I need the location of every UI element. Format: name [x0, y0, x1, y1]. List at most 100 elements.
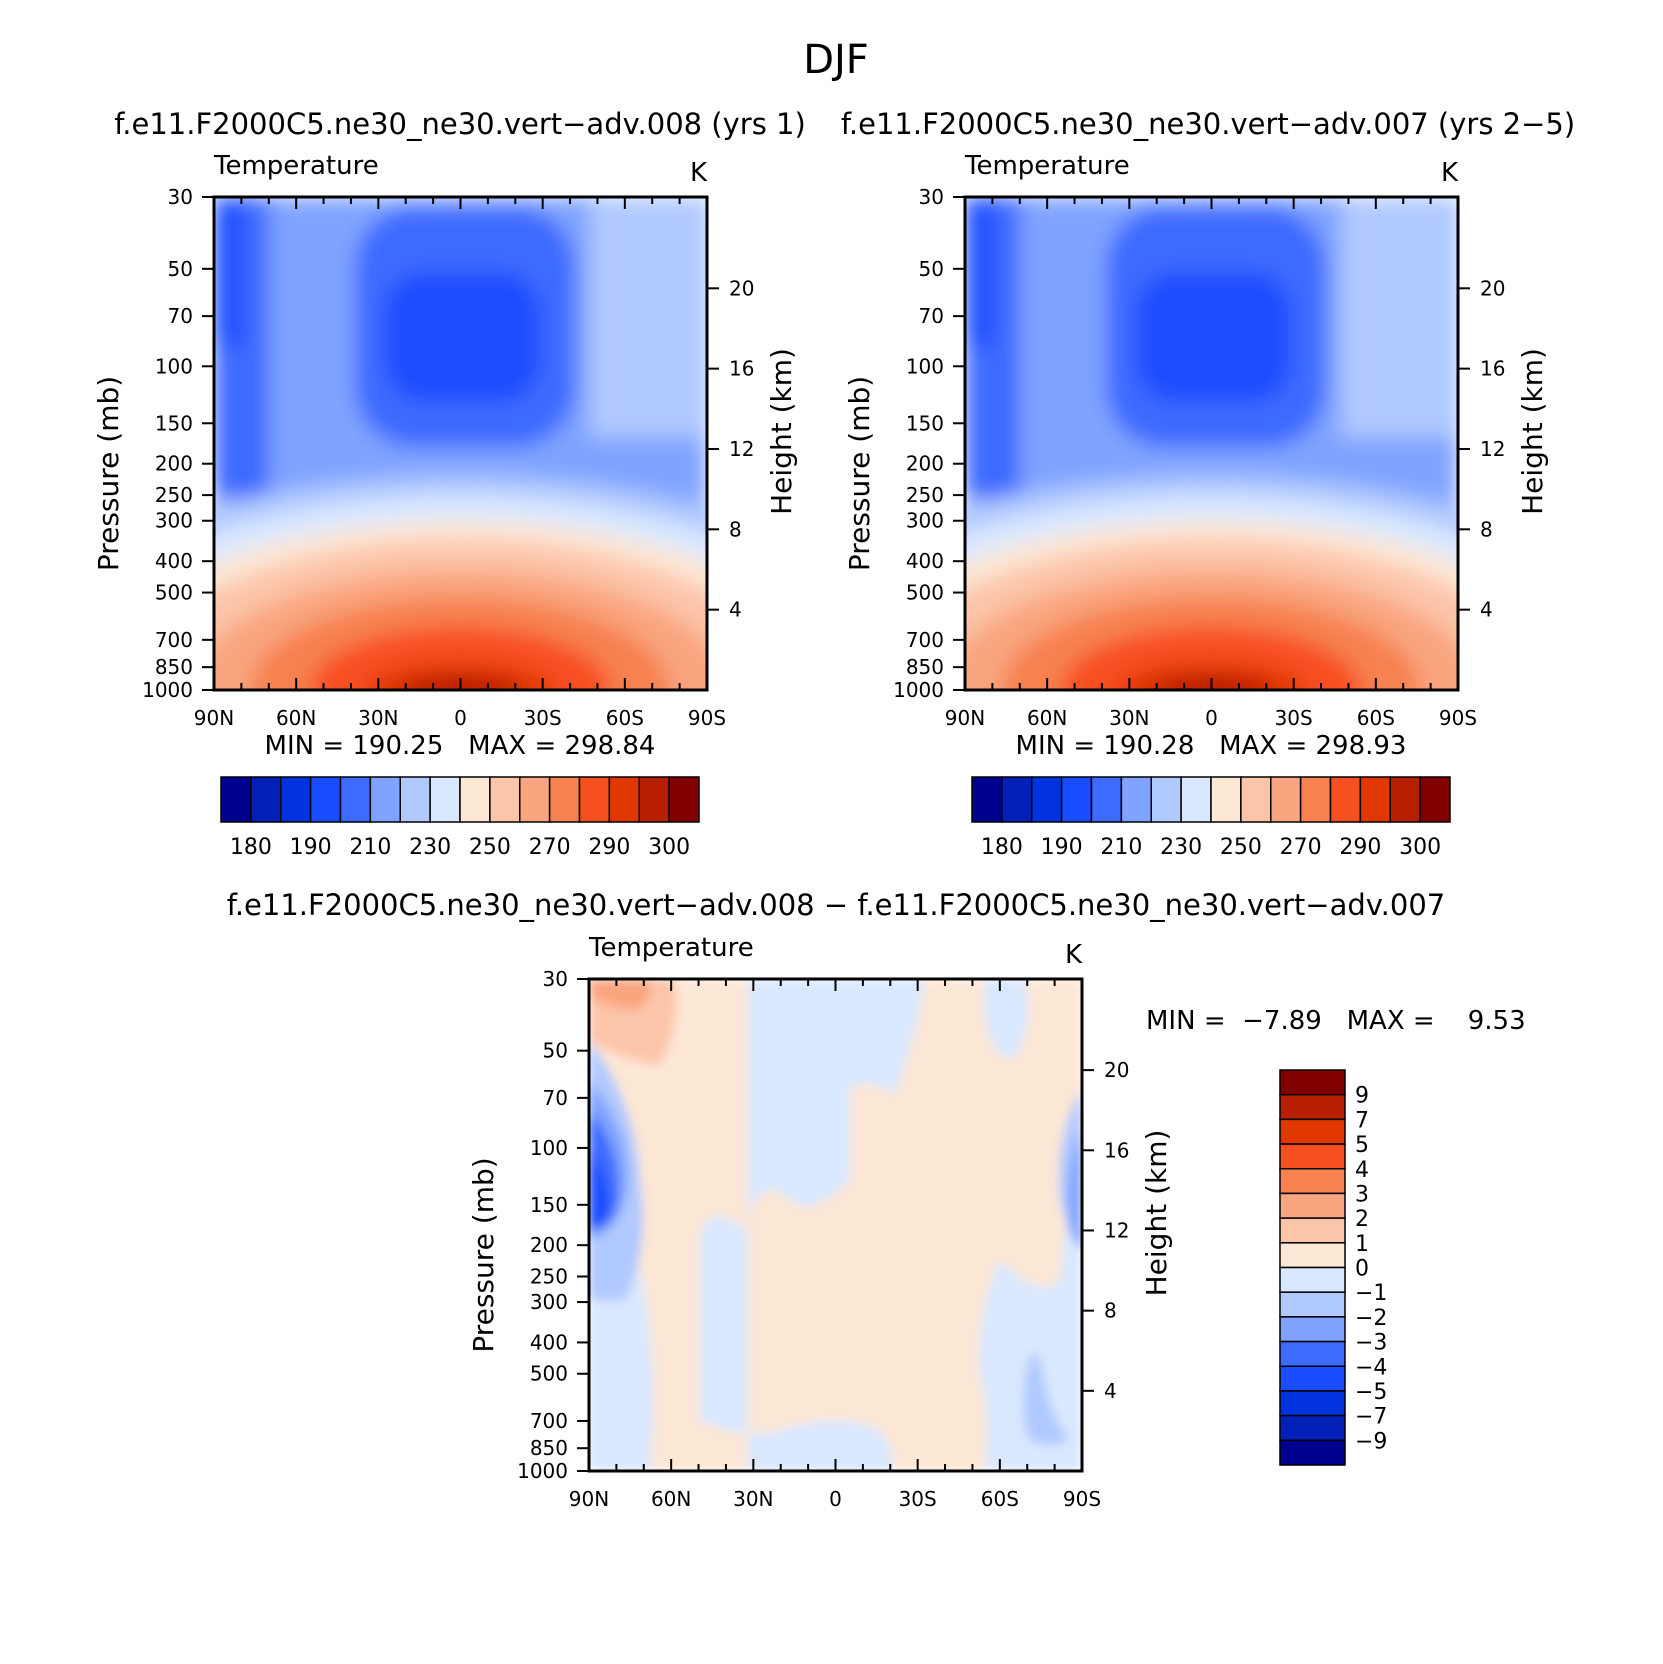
y-tick-label: 500 [906, 581, 944, 605]
colorbar-swatch [250, 776, 282, 823]
colorbar-label: 4 [1355, 1158, 1369, 1183]
y-tick-label: 500 [155, 581, 193, 605]
colorbar-label: 7 [1355, 1108, 1369, 1133]
x-tick-label: 30S [524, 706, 562, 730]
colorbar-swatch [1279, 1143, 1346, 1170]
y-right-axis-title: Height (km) [1140, 1130, 1173, 1297]
y-tick-label: 70 [919, 304, 944, 328]
y-tick-label: 70 [543, 1086, 568, 1110]
panel-3-units-label: K [1065, 940, 1083, 970]
colorbar-swatch [1359, 776, 1391, 823]
panel-1-variable-label: Temperature [213, 151, 379, 181]
colorbar-swatch [1329, 776, 1362, 823]
y-tick-label: 300 [155, 509, 193, 533]
x-tick-label: 60N [276, 706, 316, 730]
colorbar-swatch [548, 776, 581, 823]
panel-2-min-max: MIN = 190.28 MAX = 298.93 [1016, 731, 1407, 761]
colorbar-label: 300 [1399, 835, 1441, 860]
colorbar-swatch [459, 776, 491, 823]
colorbar-label: 210 [349, 835, 391, 860]
figure-title: DJF [803, 37, 869, 83]
colorbar-swatch [399, 776, 431, 823]
y-tick-label: 50 [168, 257, 193, 281]
colorbar-swatch [1279, 1266, 1346, 1293]
panel-1-contour-field [214, 197, 707, 690]
colorbar-label: 230 [1160, 835, 1202, 860]
colorbar-swatch [971, 776, 1003, 823]
panel-2: f.e11.F2000C5.ne30_ne30.vert−adv.007 (yr… [841, 107, 1575, 860]
panel-3-variable-label: Temperature [588, 933, 754, 963]
y-tick-label: 30 [919, 185, 944, 209]
colorbar-label: −5 [1355, 1380, 1387, 1405]
x-tick-label: 0 [829, 1487, 842, 1511]
y-tick-label: 200 [155, 452, 193, 476]
colorbar-label: 210 [1100, 835, 1142, 860]
colorbar-label: −4 [1355, 1355, 1387, 1380]
panel-3-min-max: MIN = −7.89 MAX = 9.53 [1146, 1006, 1526, 1036]
colorbar-swatch [1279, 1365, 1346, 1392]
colorbar-swatch [1279, 1390, 1346, 1417]
x-tick-label: 60S [1357, 706, 1395, 730]
panel-2-colorbar: 180 190 210 230 250 270 290 300 [971, 776, 1451, 860]
colorbar-swatch [578, 776, 611, 823]
y-right-tick-label: 4 [1104, 1379, 1117, 1403]
panel-2-variable-label: Temperature [964, 151, 1130, 181]
x-tick-label: 60N [1027, 706, 1067, 730]
colorbar-swatch [1150, 776, 1182, 823]
colorbar-label: −7 [1355, 1405, 1387, 1430]
colorbar-swatch [1210, 776, 1242, 823]
y-tick-label: 100 [906, 354, 944, 378]
colorbar-label: −2 [1355, 1306, 1387, 1331]
colorbar-label: 1 [1355, 1232, 1369, 1257]
y-tick-label: 50 [919, 257, 944, 281]
x-tick-label: 60N [651, 1487, 691, 1511]
y-right-tick-label: 12 [1480, 437, 1505, 461]
colorbar-swatch [1279, 1316, 1346, 1343]
y-right-tick-label: 20 [1480, 276, 1505, 300]
x-tick-label: 90N [945, 706, 985, 730]
y-right-tick-label: 20 [1104, 1058, 1129, 1082]
x-tick-label: 0 [454, 706, 467, 730]
y-tick-label: 150 [155, 411, 193, 435]
panel-1: f.e11.F2000C5.ne30_ne30.vert−adv.008 (yr… [92, 107, 806, 860]
y-right-axis-title: Height (km) [765, 348, 798, 515]
y-tick-label: 700 [155, 628, 193, 652]
y-tick-label: 50 [543, 1039, 568, 1063]
colorbar-label: 300 [648, 835, 690, 860]
y-right-tick-label: 4 [1480, 598, 1493, 622]
x-tick-label: 90S [1439, 706, 1477, 730]
x-tick-label: 30S [899, 1487, 937, 1511]
y-right-tick-label: 12 [1104, 1218, 1129, 1242]
x-tick-label: 90S [688, 706, 726, 730]
y-right-tick-label: 12 [729, 437, 754, 461]
colorbar-label: 2 [1355, 1207, 1369, 1232]
colorbar-swatch [1279, 1217, 1346, 1244]
y-right-tick-label: 16 [729, 357, 754, 381]
colorbar-swatch [638, 776, 670, 823]
y-tick-label: 250 [530, 1264, 568, 1288]
colorbar-swatch [1279, 1439, 1346, 1466]
y-tick-label: 150 [530, 1193, 568, 1217]
colorbar-swatch [429, 776, 461, 823]
y-tick-label: 500 [530, 1362, 568, 1386]
colorbar-swatch [369, 776, 401, 823]
y-tick-label: 1000 [517, 1459, 568, 1483]
y-tick-label: 400 [530, 1330, 568, 1354]
y-tick-label: 1000 [142, 678, 193, 702]
colorbar-swatch [1031, 776, 1063, 823]
colorbar-swatch [1279, 1340, 1346, 1367]
panel-3-title: f.e11.F2000C5.ne30_ne30.vert−adv.008 − f… [227, 888, 1446, 922]
y-right-tick-label: 4 [729, 598, 742, 622]
colorbar-swatch [1279, 1414, 1346, 1442]
colorbar-swatch [1090, 776, 1123, 823]
y-axis-title: Pressure (mb) [467, 1157, 500, 1352]
y-tick-label: 250 [906, 483, 944, 507]
y-tick-label: 100 [155, 354, 193, 378]
colorbar-label: 270 [529, 835, 571, 860]
panel-2-title: f.e11.F2000C5.ne30_ne30.vert−adv.007 (yr… [841, 107, 1575, 141]
y-tick-label: 700 [906, 628, 944, 652]
colorbar-swatch [1279, 1168, 1346, 1195]
y-right-tick-label: 16 [1104, 1138, 1129, 1162]
colorbar-label: 190 [290, 835, 332, 860]
x-tick-label: 30N [1109, 706, 1149, 730]
